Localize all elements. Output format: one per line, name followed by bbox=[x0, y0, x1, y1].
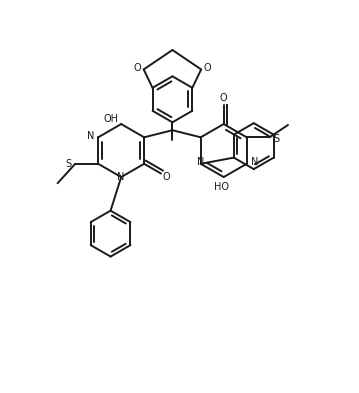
Text: N: N bbox=[117, 172, 125, 182]
Text: N: N bbox=[197, 157, 204, 167]
Text: O: O bbox=[134, 62, 141, 73]
Text: O: O bbox=[220, 92, 228, 103]
Text: S: S bbox=[66, 159, 72, 169]
Text: O: O bbox=[204, 62, 211, 73]
Text: O: O bbox=[163, 172, 170, 182]
Text: HO: HO bbox=[214, 182, 229, 192]
Text: S: S bbox=[273, 134, 279, 144]
Text: OH: OH bbox=[103, 114, 118, 124]
Text: N: N bbox=[251, 157, 258, 167]
Text: N: N bbox=[87, 130, 94, 141]
